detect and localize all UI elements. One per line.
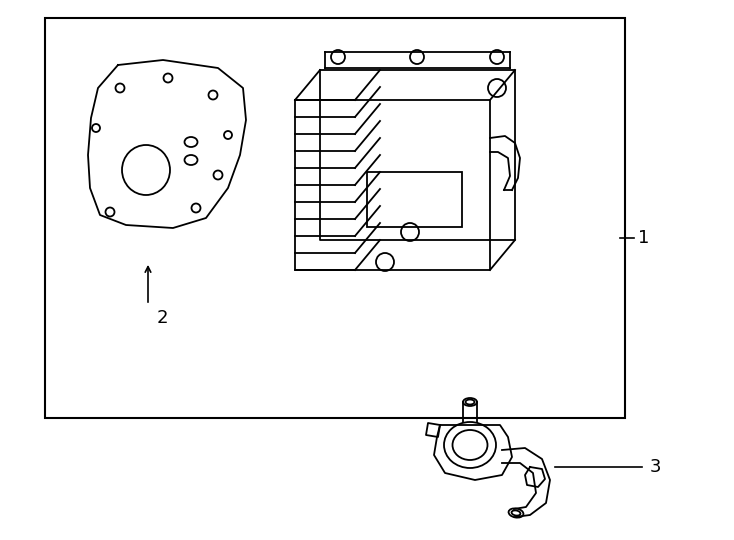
Text: 1: 1 <box>638 229 650 247</box>
Bar <box>367 172 462 227</box>
Text: 3: 3 <box>650 458 661 476</box>
Bar <box>45 18 625 418</box>
Text: 2: 2 <box>156 309 168 327</box>
